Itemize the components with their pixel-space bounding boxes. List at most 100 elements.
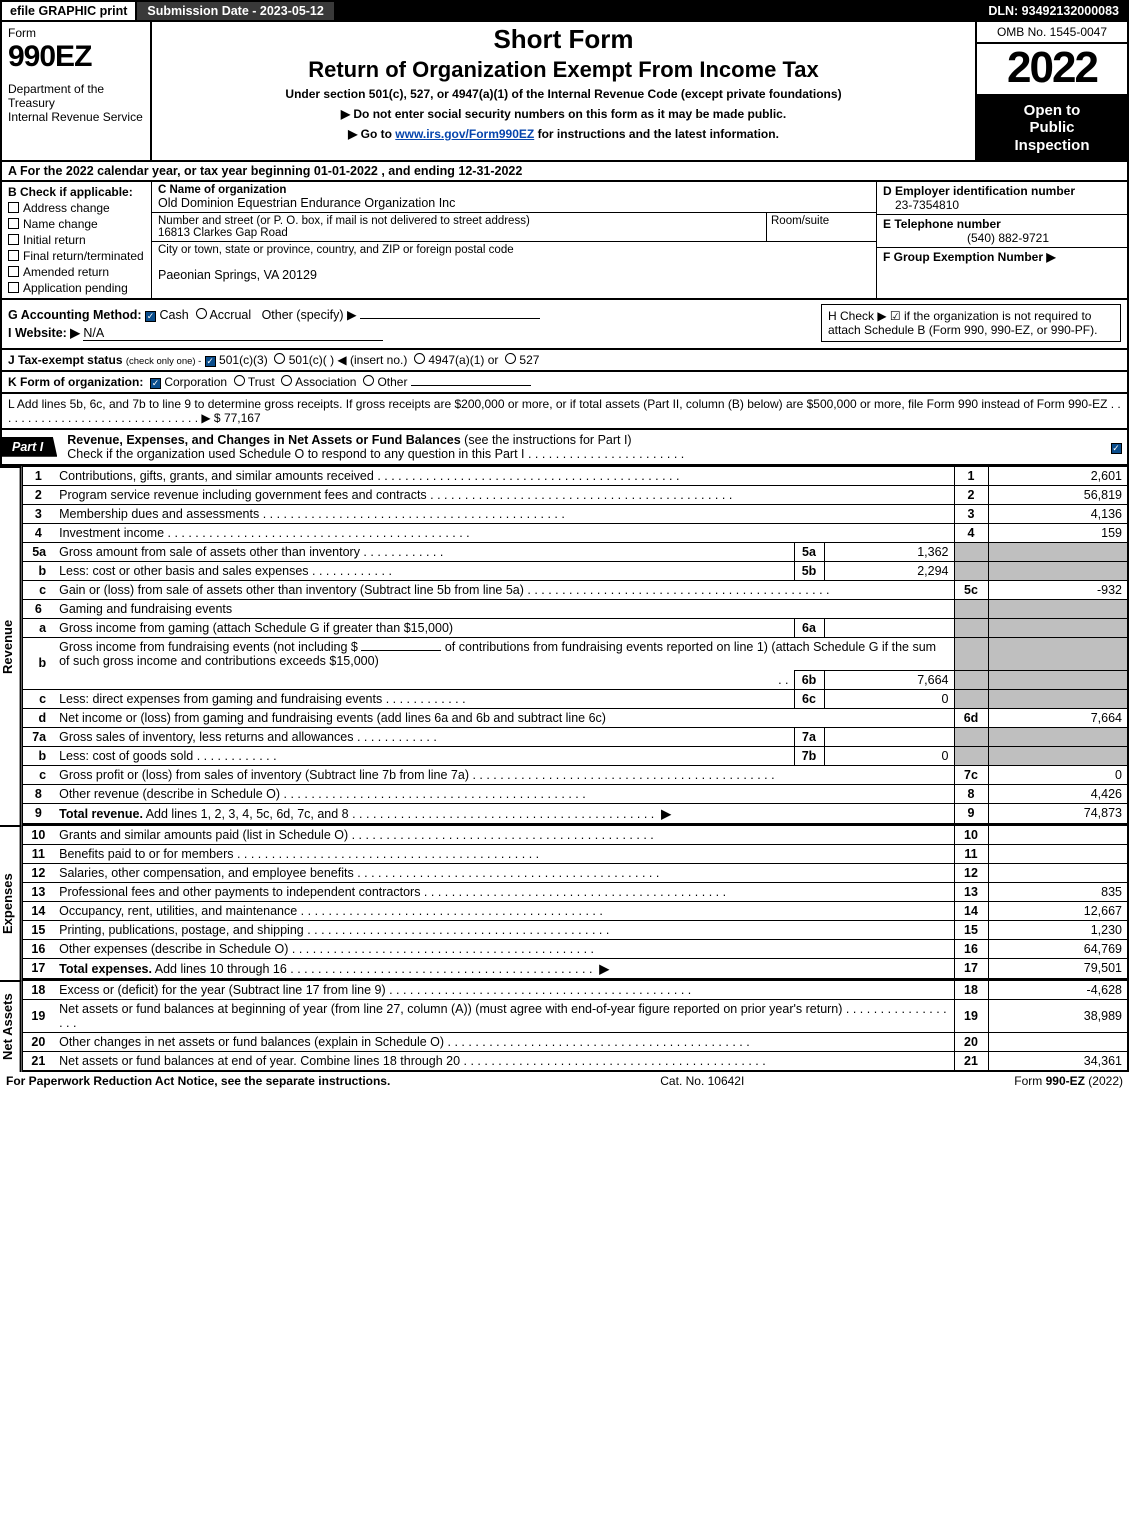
box-def: D Employer identification number 23-7354… <box>877 182 1127 298</box>
line-18: 18Excess or (deficit) for the year (Subt… <box>22 980 1128 999</box>
top-bar: efile GRAPHIC print Submission Date - 20… <box>0 0 1129 22</box>
line-j: J Tax-exempt status (check only one) - ✓… <box>0 350 1129 372</box>
line-7a: 7aGross sales of inventory, less returns… <box>22 727 1128 746</box>
phone-label: E Telephone number <box>883 217 1001 231</box>
line-6d: dNet income or (loss) from gaming and fu… <box>22 708 1128 727</box>
line-h: H Check ▶ ☑ if the organization is not r… <box>821 304 1121 342</box>
line-15: 15Printing, publications, postage, and s… <box>22 920 1128 939</box>
line-5b: bLess: cost or other basis and sales exp… <box>22 561 1128 580</box>
line-14: 14Occupancy, rent, utilities, and mainte… <box>22 901 1128 920</box>
ein-value: 23-7354810 <box>883 198 1121 212</box>
line-6a: aGross income from gaming (attach Schedu… <box>22 618 1128 637</box>
c-name-label: C Name of organization <box>158 184 870 196</box>
netassets-vlabel: Net Assets <box>0 980 22 1072</box>
line-11: 11Benefits paid to or for members11 <box>22 844 1128 863</box>
warning-ssn: ▶ Do not enter social security numbers o… <box>158 107 969 121</box>
ck-4947[interactable] <box>414 353 425 364</box>
ck-cash[interactable]: ✓ <box>145 311 156 322</box>
omb-number: OMB No. 1545-0047 <box>977 22 1127 44</box>
line-6b-val: . .6b7,664 <box>22 670 1128 689</box>
submission-date: Submission Date - 2023-05-12 <box>137 2 335 20</box>
title-block: Short Form Return of Organization Exempt… <box>152 22 977 160</box>
line-a: A For the 2022 calendar year, or tax yea… <box>0 162 1129 182</box>
ck-other-org[interactable] <box>363 375 374 386</box>
ck-501c3[interactable]: ✓ <box>205 356 216 367</box>
ck-accrual[interactable] <box>196 308 207 319</box>
phone-value: (540) 882-9721 <box>883 231 1121 245</box>
short-form: Short Form <box>158 24 969 55</box>
line-5c: cGain or (loss) from sale of assets othe… <box>22 580 1128 599</box>
form-title: Return of Organization Exempt From Incom… <box>158 57 969 83</box>
line-2: 2Program service revenue including gover… <box>22 485 1128 504</box>
ck-501c[interactable] <box>274 353 285 364</box>
org-street: 16813 Clarkes Gap Road <box>158 227 288 239</box>
ck-pending[interactable] <box>8 282 19 293</box>
ck-name[interactable] <box>8 218 19 229</box>
right-block: OMB No. 1545-0047 2022 Open to Public In… <box>977 22 1127 160</box>
revenue-table: 1Contributions, gifts, grants, and simil… <box>22 466 1129 825</box>
box-b-header: B Check if applicable: <box>8 185 145 199</box>
6b-amount-input[interactable] <box>361 650 441 651</box>
revenue-vlabel: Revenue <box>0 466 22 825</box>
form-id-block: Form 990EZ Department of the Treasury In… <box>2 22 152 160</box>
line-l: L Add lines 5b, 6c, and 7b to line 9 to … <box>0 394 1129 430</box>
line-5a: 5aGross amount from sale of assets other… <box>22 542 1128 561</box>
gross-receipts: 77,167 <box>224 411 261 425</box>
group-exemption-label: F Group Exemption Number ▶ <box>883 250 1056 264</box>
line-7c: cGross profit or (loss) from sales of in… <box>22 765 1128 784</box>
line-10: 10Grants and similar amounts paid (list … <box>22 825 1128 844</box>
ck-assoc[interactable] <box>281 375 292 386</box>
line-20: 20Other changes in net assets or fund ba… <box>22 1032 1128 1051</box>
ck-corp[interactable]: ✓ <box>150 378 161 389</box>
ck-amended[interactable] <box>8 266 19 277</box>
dept-label: Department of the Treasury Internal Reve… <box>8 82 144 124</box>
ein-label: D Employer identification number <box>883 184 1075 198</box>
form-word: Form <box>8 26 144 40</box>
page-footer: For Paperwork Reduction Act Notice, see … <box>0 1072 1129 1090</box>
footer-mid: Cat. No. 10642I <box>660 1074 744 1088</box>
tax-year: 2022 <box>977 44 1127 96</box>
line-17: 17Total expenses. Add lines 10 through 1… <box>22 958 1128 979</box>
ck-address[interactable] <box>8 202 19 213</box>
dln-label: DLN: 93492132000083 <box>980 2 1127 20</box>
org-city: Paeonian Springs, VA 20129 <box>158 268 317 282</box>
open-badge: Open to Public Inspection <box>977 96 1127 160</box>
line-6c: cLess: direct expenses from gaming and f… <box>22 689 1128 708</box>
box-c: C Name of organization Old Dominion Eque… <box>152 182 877 298</box>
expenses-vlabel: Expenses <box>0 825 22 980</box>
footer-right: Form 990-EZ (2022) <box>1014 1074 1123 1088</box>
org-name: Old Dominion Equestrian Endurance Organi… <box>158 196 455 210</box>
ck-initial[interactable] <box>8 234 19 245</box>
line-1: 1Contributions, gifts, grants, and simil… <box>22 466 1128 485</box>
ck-final[interactable] <box>8 250 19 261</box>
line-6: 6Gaming and fundraising events <box>22 599 1128 618</box>
netassets-table: 18Excess or (deficit) for the year (Subt… <box>22 980 1129 1072</box>
under-section: Under section 501(c), 527, or 4947(a)(1)… <box>158 87 969 101</box>
line-4: 4Investment income4159 <box>22 523 1128 542</box>
irs-link[interactable]: www.irs.gov/Form990EZ <box>395 127 534 141</box>
part-i-header: Part I Revenue, Expenses, and Changes in… <box>0 430 1129 466</box>
form-header: Form 990EZ Department of the Treasury In… <box>0 22 1129 162</box>
line-12: 12Salaries, other compensation, and empl… <box>22 863 1128 882</box>
other-org-input[interactable] <box>411 385 531 386</box>
line-21: 21Net assets or fund balances at end of … <box>22 1051 1128 1071</box>
efile-label[interactable]: efile GRAPHIC print <box>2 2 137 20</box>
line-i: I Website: ▶ N/A <box>8 325 801 341</box>
c-city-label: City or town, state or province, country… <box>158 244 870 256</box>
line-19: 19Net assets or fund balances at beginni… <box>22 999 1128 1032</box>
expenses-table: 10Grants and similar amounts paid (list … <box>22 825 1129 980</box>
ck-schedule-o[interactable]: ✓ <box>1111 443 1122 454</box>
other-method-input[interactable] <box>360 318 540 319</box>
goto-line: ▶ Go to www.irs.gov/Form990EZ for instru… <box>158 127 969 141</box>
ck-trust[interactable] <box>234 375 245 386</box>
line-7b: bLess: cost of goods sold7b0 <box>22 746 1128 765</box>
ghij-block: G Accounting Method: ✓ Cash Accrual Othe… <box>0 300 1129 350</box>
line-g: G Accounting Method: ✓ Cash Accrual Othe… <box>8 307 801 322</box>
box-b: B Check if applicable: Address change Na… <box>2 182 152 298</box>
header-grid: B Check if applicable: Address change Na… <box>0 182 1129 300</box>
line-16: 16Other expenses (describe in Schedule O… <box>22 939 1128 958</box>
website-value: N/A <box>83 326 383 341</box>
ck-527[interactable] <box>505 353 516 364</box>
line-8: 8Other revenue (describe in Schedule O)8… <box>22 784 1128 803</box>
footer-left: For Paperwork Reduction Act Notice, see … <box>6 1074 390 1088</box>
